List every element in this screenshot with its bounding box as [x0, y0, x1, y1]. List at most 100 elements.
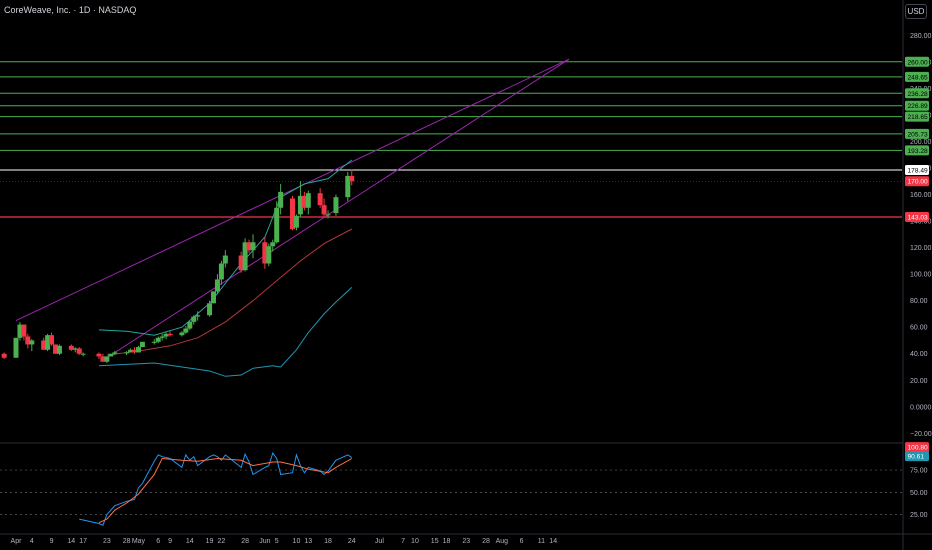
level-price-label: 236.28 — [905, 88, 929, 99]
level-price-label: 248.65 — [905, 71, 929, 82]
candle — [218, 260, 224, 285]
candle — [124, 351, 130, 356]
candle — [290, 195, 295, 231]
candle-body — [53, 344, 58, 354]
price-tick-label: 60.00 — [910, 325, 928, 332]
candle-body — [266, 246, 272, 264]
rsi-tick-label: 50.00 — [910, 490, 928, 497]
time-tick-label: 9 — [50, 538, 54, 545]
price-tick-label: 100.00 — [910, 272, 932, 279]
price-tick-label: 200.00 — [910, 139, 932, 146]
level-price-label: 218.65 — [905, 111, 929, 122]
candle — [159, 333, 165, 341]
level-price-label-bg — [905, 164, 929, 175]
time-tick-label: 5 — [275, 538, 279, 545]
level-price-label: 178.49 — [905, 164, 929, 175]
candle — [191, 315, 197, 325]
candle — [76, 347, 82, 356]
level-price-label-bg — [905, 111, 929, 122]
level-price-label-text: 226.89 — [908, 103, 929, 110]
candle — [1, 352, 7, 360]
candle-body — [159, 336, 165, 338]
candle — [321, 198, 327, 218]
time-tick-label: 10 — [411, 538, 419, 545]
candle — [214, 274, 220, 295]
candle — [238, 251, 244, 273]
symbol-title: CoreWeave, Inc. · 1D · NASDAQ — [4, 5, 137, 15]
time-tick-label: 14 — [186, 538, 194, 545]
candle — [345, 171, 351, 202]
candle-body — [49, 335, 55, 345]
candle-body — [262, 242, 268, 264]
time-tick-label: 9 — [168, 538, 172, 545]
candle — [262, 236, 268, 269]
time-tick-label: Jun — [259, 538, 270, 545]
trendline — [15, 58, 570, 322]
candle-body — [274, 207, 280, 243]
candle — [151, 339, 157, 345]
rsi-value-label: 100.80 — [905, 442, 929, 453]
bollinger-lower-line — [98, 287, 353, 377]
candle — [45, 333, 51, 352]
candle-body — [29, 340, 35, 345]
candle-body — [128, 349, 134, 353]
candle — [317, 187, 323, 208]
level-labels: 260.00 248.65 236.28 226.89 218.65 205.73 193.… — [905, 56, 929, 223]
candle — [325, 210, 331, 219]
level-price-label-bg — [905, 212, 929, 223]
candle — [17, 321, 23, 341]
candle — [349, 169, 355, 186]
level-price-label-text: 205.73 — [908, 131, 929, 138]
price-tick-label: 120.00 — [910, 245, 932, 252]
candle — [29, 339, 35, 352]
rsi-d-line — [98, 457, 353, 524]
candle-body — [293, 215, 299, 228]
candle — [333, 194, 339, 216]
time-tick-label: 4 — [30, 538, 34, 545]
candle-body — [124, 352, 130, 354]
price-tick-label: 20.00 — [910, 378, 928, 385]
bollinger-upper-line — [98, 159, 353, 336]
level-price-label-text: 236.28 — [908, 91, 929, 98]
candle-body — [246, 242, 252, 251]
candle — [293, 214, 299, 231]
candle — [56, 344, 62, 356]
candle — [242, 238, 248, 272]
time-axis-ticks: Apr 4 9 14 17 23 28 May 6 9 14 19 22 28 Jun 5 10 13 18 24 Ju… — [11, 538, 558, 545]
level-price-label-text: 260.00 — [908, 59, 929, 66]
rsi-k-line — [79, 452, 353, 526]
candle — [246, 239, 252, 253]
time-tick-label: 28 — [482, 538, 490, 545]
candle — [108, 353, 114, 357]
candle-body — [25, 336, 31, 345]
candle-body — [151, 341, 157, 343]
candle-body — [305, 193, 311, 208]
candle-body — [321, 205, 327, 215]
time-tick-label: 28 — [241, 538, 249, 545]
level-price-label: 193.28 — [905, 145, 929, 156]
candle — [250, 234, 256, 259]
candle — [21, 324, 27, 341]
time-tick-label: 18 — [443, 538, 451, 545]
time-tick-label: Jul — [375, 538, 384, 545]
candle-body — [214, 279, 220, 292]
candle — [187, 320, 193, 330]
candle-body — [211, 291, 216, 304]
candle-body — [297, 195, 303, 215]
candle — [270, 239, 276, 252]
currency-button[interactable]: USD — [905, 4, 927, 19]
candle-body — [21, 324, 27, 337]
level-price-label-text: 178.49 — [908, 167, 929, 174]
candle — [155, 336, 161, 344]
candle — [112, 351, 118, 356]
level-price-label-text: 218.65 — [908, 114, 929, 121]
candle-body — [191, 316, 197, 322]
candle — [25, 333, 31, 349]
candle — [183, 325, 189, 334]
candles — [1, 169, 355, 364]
time-tick-label: 18 — [324, 538, 332, 545]
rsi-tick-label: 75.00 — [910, 468, 928, 475]
level-price-label-text: 193.28 — [908, 148, 929, 155]
time-tick-label: 7 — [401, 538, 405, 545]
